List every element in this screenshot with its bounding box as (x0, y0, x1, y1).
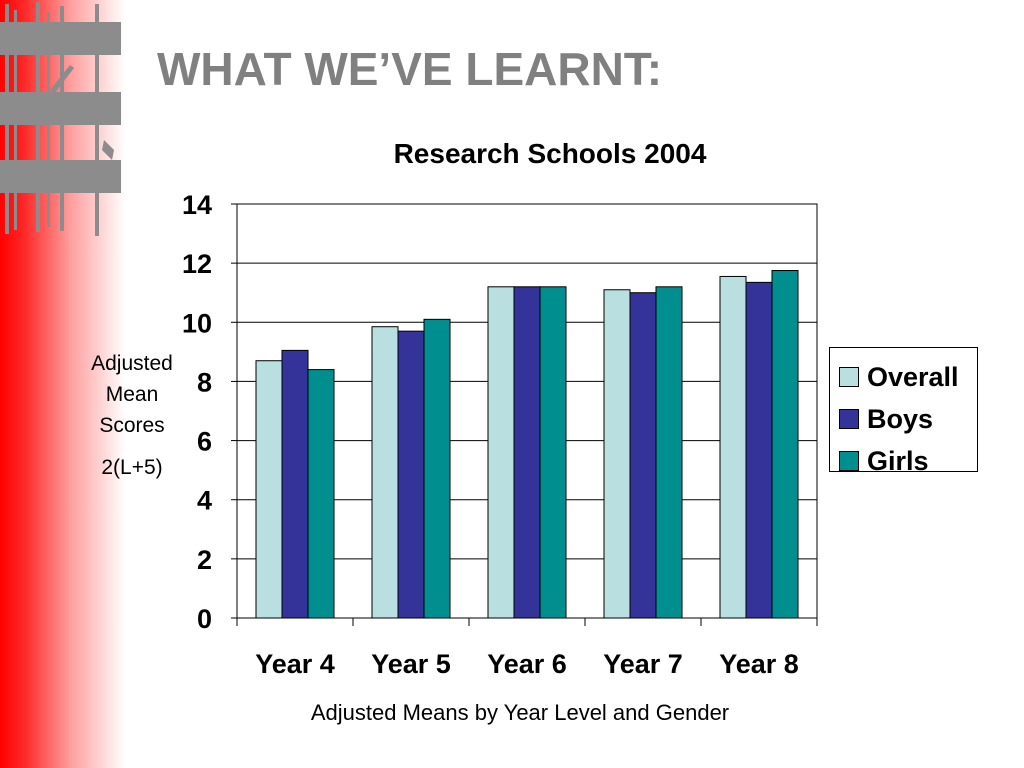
y-tick-label: 10 (182, 308, 212, 338)
legend-label: Boys (867, 403, 934, 434)
bar-overall-year-7 (603, 289, 631, 619)
chart-title: Research Schools 2004 (393, 138, 707, 169)
y-tick-label: 4 (197, 486, 212, 516)
y-tick-label: 14 (182, 190, 212, 220)
side-gradient-band (0, 0, 130, 768)
bar-overall-year-4 (255, 360, 283, 619)
bar-girls-year-6 (539, 286, 567, 619)
x-tick-label: Year 6 (487, 649, 567, 679)
bar-overall-year-8 (719, 275, 747, 619)
y-tick-label: 0 (197, 604, 212, 634)
x-tick-label: Year 5 (371, 649, 451, 679)
logo-graphic (0, 2, 121, 236)
y-axis-label: Adjusted Mean Scores (76, 348, 188, 441)
legend-swatch (839, 409, 859, 429)
bar-girls-year-7 (655, 286, 683, 619)
chart-caption: Adjusted Means by Year Level and Gender (310, 700, 730, 725)
bar-overall-year-6 (487, 286, 515, 619)
x-tick-label: Year 4 (255, 649, 335, 679)
chart-legend: Overall Boys Girls (829, 347, 978, 476)
legend-item-boys: Boys (830, 398, 977, 440)
y-axis-label-line: Scores (99, 414, 165, 437)
x-tick-label: Year 8 (719, 649, 799, 679)
y-tick-label: 6 (197, 427, 212, 457)
bar-girls-year-4 (307, 369, 335, 619)
legend-label: Overall (867, 361, 959, 392)
legend-label: Girls (867, 445, 929, 476)
y-tick-label: 2 (197, 545, 212, 575)
bar-girls-year-5 (423, 318, 451, 619)
slide-title: WHAT WE’VE LEARNT: (157, 43, 663, 95)
bar-boys-year-6 (513, 286, 541, 619)
bar-girls-year-8 (771, 270, 799, 619)
legend-item-overall: Overall (830, 356, 977, 398)
y-axis-formula: 2(L+5) (101, 456, 163, 479)
legend-item-girls: Girls (830, 440, 977, 482)
y-axis-label-line: Mean (105, 383, 159, 406)
legend-swatch (839, 451, 859, 471)
bar-boys-year-7 (629, 292, 657, 619)
legend-swatch (839, 367, 859, 387)
bar-boys-year-5 (397, 330, 425, 619)
x-tick-label: Year 7 (603, 649, 683, 679)
y-axis-label-line: Adjusted (91, 352, 173, 375)
bar-overall-year-5 (371, 326, 399, 619)
y-tick-label: 12 (182, 249, 212, 279)
bar-boys-year-8 (745, 281, 773, 619)
y-tick-label: 8 (197, 367, 212, 397)
bar-boys-year-4 (281, 349, 309, 619)
